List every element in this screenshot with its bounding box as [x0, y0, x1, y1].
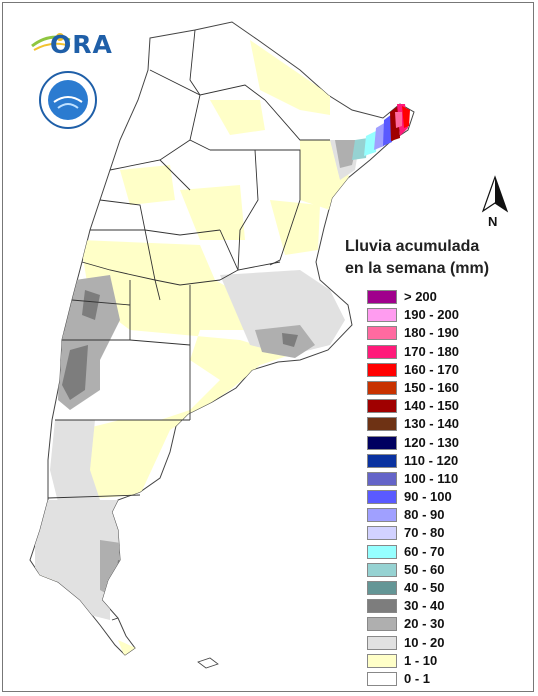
- zone-10-20: [50, 420, 100, 510]
- legend-label: 130 - 140: [404, 416, 459, 432]
- legend-swatch: [367, 562, 397, 577]
- zone-20-30: [335, 140, 358, 168]
- zone-1-10: [210, 100, 265, 135]
- legend-label: 160 - 170: [404, 361, 459, 377]
- legend-title-line2: en la semana (mm): [345, 260, 490, 277]
- ora-logo-text: ORA: [50, 30, 113, 59]
- legend-label: 20 - 30: [404, 616, 445, 632]
- legend-swatch: [367, 544, 397, 559]
- zone-30-40: [82, 290, 100, 320]
- legend-label: 120 - 130: [404, 434, 459, 450]
- legend-label: 40 - 50: [404, 580, 445, 595]
- legend-label: 140 - 150: [404, 398, 459, 414]
- legend-label: 90 - 100: [404, 489, 452, 505]
- legend-swatch: [367, 599, 397, 614]
- legend-swatch: [367, 308, 397, 323]
- legend-swatch: [367, 671, 397, 686]
- legend-swatch: [367, 508, 397, 523]
- legend-swatch: [367, 635, 397, 650]
- legend-swatch: [367, 617, 397, 632]
- legend-label: 100 - 110: [404, 470, 459, 486]
- legend-label: 50 - 60: [404, 561, 445, 577]
- north-label: N: [488, 214, 498, 229]
- zone-20-30: [100, 540, 135, 600]
- zone-1-10: [118, 640, 140, 655]
- legend-swatch: [367, 326, 397, 341]
- legend-swatch: [367, 581, 397, 595]
- zone-30-40: [116, 560, 134, 582]
- smn-seal-icon: [39, 71, 97, 129]
- legend-swatch: [367, 435, 397, 450]
- legend-swatch: [367, 526, 397, 541]
- legend-label: 1 - 10: [404, 652, 438, 668]
- legend-swatch: [367, 399, 397, 414]
- legend-swatch: [367, 471, 397, 486]
- smn-seal: [38, 70, 98, 130]
- zone-10-20: [35, 500, 120, 620]
- north-arrow-icon: [481, 175, 509, 213]
- legend-swatch: [367, 380, 397, 395]
- ora-logo: ORA: [30, 28, 113, 62]
- legend-label: 110 - 120: [404, 452, 459, 468]
- legend-label: 180 - 190: [404, 325, 459, 341]
- legend-swatch: [367, 290, 397, 304]
- legend-swatch: [367, 653, 397, 668]
- zone-1-10: [120, 165, 175, 205]
- legend-swatch: [367, 453, 397, 468]
- legend-label: 80 - 90: [404, 507, 445, 523]
- legend-label: 190 - 200: [404, 307, 459, 323]
- zone-30-40: [62, 345, 88, 400]
- legend-label: > 200: [404, 289, 437, 304]
- province-borders: [47, 29, 330, 621]
- zone-30-40: [282, 333, 298, 347]
- zone-1-10: [180, 185, 245, 240]
- legend-label: 150 - 160: [404, 379, 459, 395]
- legend-swatch: [367, 417, 397, 432]
- legend-label: 0 - 1: [404, 670, 431, 686]
- legend-label: 170 - 180: [404, 343, 459, 359]
- legend-swatch: [367, 344, 397, 359]
- malvinas-islands: [197, 657, 219, 669]
- legend-label: 70 - 80: [404, 525, 445, 541]
- misiones-heavy-rain: [352, 104, 410, 160]
- legend-title-line1: Lluvia acumulada: [345, 238, 480, 255]
- zone-1-10: [250, 40, 330, 115]
- zone-10-20: [220, 270, 345, 355]
- legend-swatch: [367, 362, 397, 377]
- zone-1-10: [270, 200, 320, 255]
- north-arrow: [480, 175, 510, 230]
- legend-title: Lluvia acumulada en la semana (mm): [345, 236, 525, 280]
- legend-label: 10 - 20: [404, 634, 445, 650]
- legend-label: 30 - 40: [404, 598, 445, 614]
- legend-swatch: [367, 490, 397, 505]
- legend-label: 60 - 70: [404, 543, 445, 559]
- ora-swoosh-icon: [31, 33, 71, 51]
